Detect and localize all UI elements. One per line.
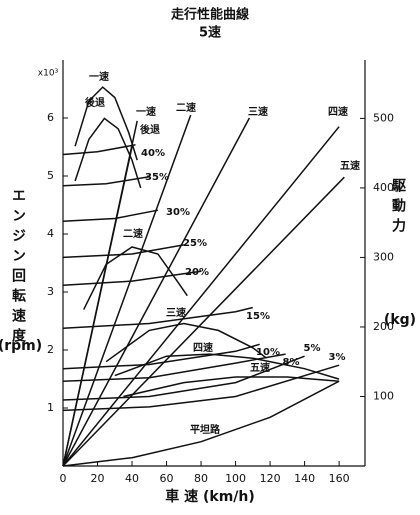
series-line	[123, 376, 340, 398]
chart-title: 走行性能曲線	[171, 7, 250, 23]
y-tick-label: 3	[47, 285, 54, 298]
series-line	[62, 353, 286, 382]
y-tick-label: 2	[47, 343, 54, 356]
series-label: 三速	[248, 105, 268, 118]
x-tick-label: 60	[160, 472, 174, 485]
y2-tick-label: 100	[373, 389, 394, 402]
y2-axis-label: 駆動力	[390, 178, 406, 238]
series-label: 5%	[304, 343, 321, 354]
x-tick-label: 40	[125, 472, 139, 485]
y-tick-label: 6	[47, 111, 54, 124]
series-label: 一速	[89, 70, 109, 83]
series-label: 一速	[136, 105, 156, 118]
y-scale-label: x10³	[38, 69, 59, 79]
x-tick-label: 0	[60, 472, 67, 485]
y2-tick-label: 500	[373, 111, 394, 124]
series-label: 五速	[250, 361, 270, 374]
series-line	[62, 126, 340, 467]
series-label: 35%	[145, 172, 169, 183]
series-label: 10%	[256, 347, 280, 358]
series-line	[62, 343, 260, 370]
series-line	[62, 176, 345, 467]
y2-tick-label: 300	[373, 250, 394, 263]
series-label: 30%	[166, 207, 190, 218]
series-label: 15%	[246, 311, 270, 322]
series-line	[62, 176, 150, 187]
x-axis-label: 車 速 (km/h)	[165, 488, 255, 505]
series-line	[114, 353, 340, 380]
series-line	[83, 246, 188, 310]
chart-subtitle: 5速	[199, 25, 221, 41]
y-tick-label: 4	[47, 227, 54, 240]
series-label: 20%	[185, 267, 209, 278]
series-line	[62, 146, 133, 467]
series-label: 二速	[176, 101, 196, 114]
series-label: 四速	[328, 105, 348, 118]
y2-tick-label: 200	[373, 320, 394, 333]
y-axis-label: エンジン回転速度	[10, 188, 26, 348]
x-tick-label: 20	[91, 472, 105, 485]
series-line	[62, 209, 159, 223]
y-tick-label: 1	[47, 401, 54, 414]
series-line	[62, 270, 202, 286]
y-axis-unit: (rpm)	[0, 338, 42, 354]
series-line	[62, 380, 340, 467]
y2-axis-unit: (kg)	[384, 312, 416, 328]
y-tick-label: 5	[47, 169, 54, 182]
x-tick-label: 160	[329, 472, 350, 485]
series-line	[62, 114, 192, 467]
x-tick-label: 80	[194, 472, 208, 485]
series-line	[105, 322, 268, 363]
x-tick-label: 140	[294, 472, 315, 485]
series-label: 後退	[140, 123, 160, 136]
series-line	[74, 117, 142, 189]
y2-tick-label: 400	[373, 181, 394, 194]
x-tick-label: 100	[225, 472, 246, 485]
series-label: 四速	[193, 341, 213, 354]
series-label: 平坦路	[190, 423, 221, 436]
series-label: 25%	[183, 238, 207, 249]
series-label: 3%	[329, 352, 346, 363]
series-label: 三速	[166, 306, 186, 319]
series-line	[62, 306, 253, 330]
series-line	[62, 364, 340, 412]
series-label: 五速	[340, 159, 360, 172]
series-line	[62, 244, 184, 259]
series-label: 8%	[283, 357, 300, 368]
series-label: 二速	[123, 227, 143, 240]
series-label: 後退	[85, 96, 105, 109]
series-line	[62, 117, 251, 467]
series-label: 40%	[141, 148, 165, 159]
series-line	[62, 355, 305, 401]
series-line	[62, 144, 136, 156]
x-tick-label: 120	[260, 472, 281, 485]
series-line	[74, 86, 138, 161]
